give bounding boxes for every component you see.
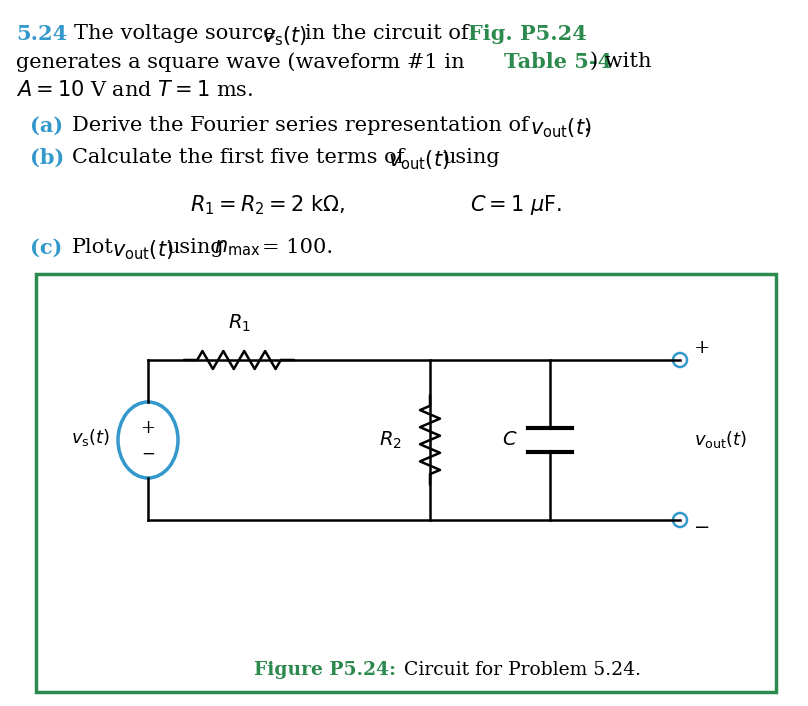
Text: (b): (b): [30, 148, 65, 168]
Text: Table 5-4: Table 5-4: [504, 52, 612, 72]
Text: $C = 1\ \mu\mathrm{F}.$: $C = 1\ \mu\mathrm{F}.$: [470, 193, 562, 217]
Text: .: .: [584, 116, 591, 135]
Text: Fig. P5.24: Fig. P5.24: [468, 24, 587, 44]
Text: $v_{\mathrm{s}}(t)$: $v_{\mathrm{s}}(t)$: [71, 428, 110, 448]
Text: The voltage source: The voltage source: [74, 24, 276, 43]
Bar: [36, 274, 776, 692]
Circle shape: [673, 513, 687, 527]
Text: (a): (a): [30, 116, 63, 136]
Text: Circuit for Problem 5.24.: Circuit for Problem 5.24.: [398, 661, 641, 679]
Text: using: using: [166, 238, 224, 257]
Text: −: −: [694, 519, 710, 537]
Text: +: +: [141, 419, 155, 437]
Text: Calculate the first five terms of: Calculate the first five terms of: [72, 148, 404, 167]
Text: $R_1 = R_2 = 2\ \mathrm{k}\Omega,$: $R_1 = R_2 = 2\ \mathrm{k}\Omega,$: [190, 193, 345, 217]
Text: $v_{\mathrm{out}}(t)$: $v_{\mathrm{out}}(t)$: [530, 116, 591, 140]
Text: $A = 10$ V and $T = 1$ ms.: $A = 10$ V and $T = 1$ ms.: [16, 80, 254, 100]
Text: 5.24: 5.24: [16, 24, 67, 44]
Text: generates a square wave (waveform #1 in: generates a square wave (waveform #1 in: [16, 52, 465, 72]
Text: $R_2$: $R_2$: [379, 429, 402, 450]
Text: $R_1$: $R_1$: [228, 313, 250, 334]
Text: (c): (c): [30, 238, 62, 258]
Text: $v_{\mathsf{s}}(t)$: $v_{\mathsf{s}}(t)$: [262, 24, 307, 47]
Text: = 100.: = 100.: [262, 238, 333, 257]
Text: Derive the Fourier series representation of: Derive the Fourier series representation…: [72, 116, 528, 135]
Text: +: +: [694, 339, 710, 357]
Text: $n_{\mathrm{max}}$: $n_{\mathrm{max}}$: [214, 238, 261, 258]
Text: using: using: [442, 148, 499, 167]
Circle shape: [673, 353, 687, 367]
Text: Plot: Plot: [72, 238, 114, 257]
Text: in the circuit of: in the circuit of: [305, 24, 469, 43]
Text: ) with: ) with: [590, 52, 651, 71]
Text: $v_{\mathrm{out}}(t)$: $v_{\mathrm{out}}(t)$: [694, 429, 747, 450]
Text: $v_{\mathrm{out}}(t)$: $v_{\mathrm{out}}(t)$: [388, 148, 449, 172]
Ellipse shape: [118, 402, 178, 478]
Text: $v_{\mathrm{out}}(t)$: $v_{\mathrm{out}}(t)$: [112, 238, 174, 262]
Text: $C$: $C$: [503, 431, 518, 449]
Text: Figure P5.24:: Figure P5.24:: [254, 661, 396, 679]
Text: −: −: [141, 445, 155, 462]
